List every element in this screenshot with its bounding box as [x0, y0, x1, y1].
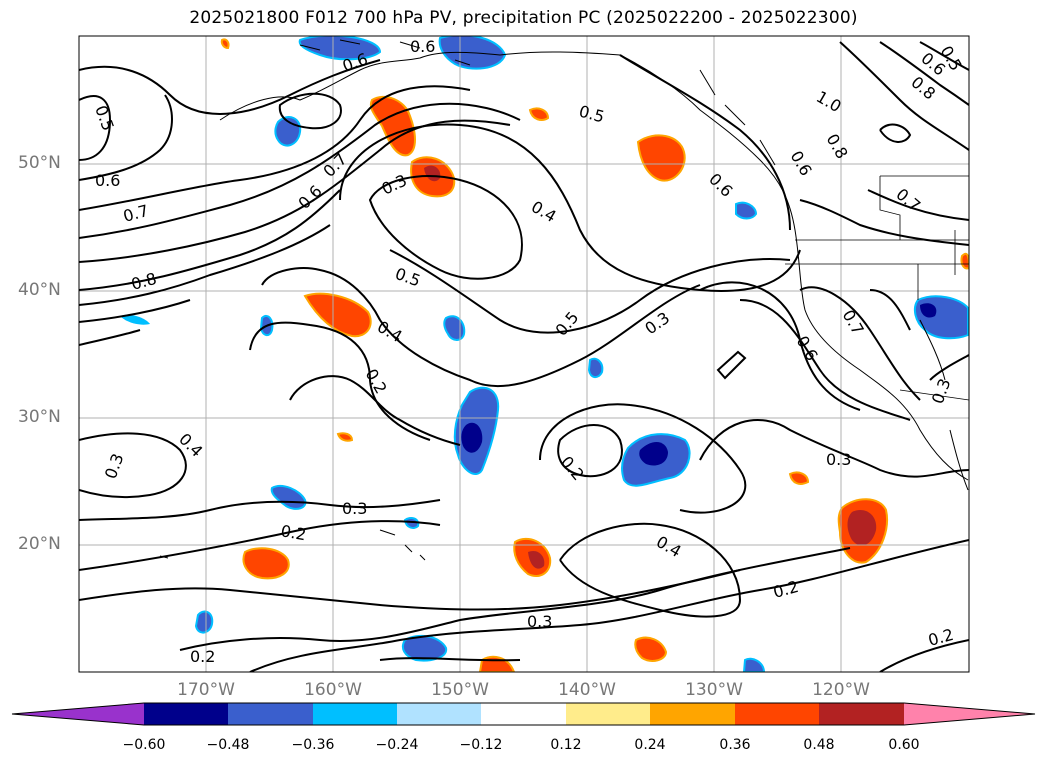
contour-label: 0.5 — [393, 264, 423, 291]
pv-contours — [79, 41, 969, 672]
colorbar-bin — [397, 703, 481, 725]
lat-label-40n: 40°N — [18, 280, 61, 300]
contour-label: 0.6 — [705, 169, 736, 200]
contour-label: 0.2 — [771, 577, 801, 602]
colorbar-bin — [481, 703, 566, 725]
contour-label: 0.6 — [787, 148, 816, 180]
contour-label: 0.5 — [91, 103, 118, 133]
contour-label: 0.4 — [528, 197, 560, 226]
map-title: 2025021800 F012 700 hPa PV, precipitatio… — [189, 8, 858, 28]
colorbar-bin — [819, 703, 904, 725]
contour-label: 0.3 — [101, 451, 128, 481]
contour-label: 0.2 — [557, 452, 588, 484]
colorbar — [11, 702, 1036, 726]
colorbar-extend-max — [904, 703, 1035, 725]
contour-label: 0.5 — [577, 102, 607, 127]
colorbar-bin — [144, 703, 228, 725]
graticule — [79, 36, 969, 672]
colorbar-tick: 0.60 — [888, 737, 920, 753]
contour-label: 0.4 — [175, 429, 206, 460]
contour-label: 0.2 — [190, 647, 215, 666]
contour-label: 0.7 — [839, 307, 868, 339]
colorbar-tick: 0.12 — [550, 737, 582, 753]
contour-label: 0.2 — [926, 625, 956, 650]
coastlines — [159, 39, 969, 561]
colorbar-bin — [735, 703, 819, 725]
colorbar-tick: −0.36 — [291, 737, 335, 753]
lon-label-140w: 140°W — [558, 680, 616, 700]
colorbar-tick: −0.24 — [375, 737, 419, 753]
contour-label: 0.8 — [823, 131, 852, 163]
lat-label-20n: 20°N — [18, 534, 61, 554]
contour-label: 0.3 — [826, 450, 851, 469]
colorbar-tick: 0.36 — [719, 737, 751, 753]
lat-label-30n: 30°N — [18, 407, 61, 427]
contour-label: 0.6 — [410, 37, 435, 56]
colorbar-bin — [566, 703, 650, 725]
lon-label-150w: 150°W — [431, 680, 489, 700]
contour-label: 0.3 — [379, 171, 410, 199]
contour-label: 0.7 — [121, 201, 151, 226]
contour-label: 0.5 — [552, 308, 583, 340]
contour-label: 0.4 — [653, 532, 685, 561]
colorbar-tick: 0.48 — [803, 737, 835, 753]
contour-label: 0.3 — [928, 376, 955, 406]
lon-label-160w: 160°W — [304, 680, 362, 700]
lat-label-50n: 50°N — [18, 153, 61, 173]
contour-label: 0.3 — [641, 308, 673, 338]
contour-label: 0.2 — [279, 521, 307, 544]
contour-label: 0.6 — [95, 171, 120, 190]
precipitation-field — [120, 36, 969, 672]
positive-precip-areas — [220, 38, 969, 672]
contour-label: 0.8 — [129, 269, 159, 294]
colorbar-bin — [228, 703, 313, 725]
lon-label-170w: 170°W — [177, 680, 235, 700]
colorbar-tick: −0.60 — [122, 737, 166, 753]
colorbar-tick: −0.48 — [206, 737, 250, 753]
contour-label: 0.3 — [342, 499, 367, 518]
colorbar-tick: 0.24 — [634, 737, 666, 753]
colorbar-bin — [313, 703, 397, 725]
contour-label: 0.3 — [527, 612, 552, 631]
colorbar-tick: −0.12 — [459, 737, 503, 753]
lon-label-130w: 130°W — [685, 680, 743, 700]
contour-label: 1.0 — [813, 87, 845, 116]
plot-frame — [78, 35, 970, 673]
colorbar-bin — [650, 703, 735, 725]
lon-label-120w: 120°W — [812, 680, 870, 700]
colorbar-extend-min — [12, 703, 144, 725]
